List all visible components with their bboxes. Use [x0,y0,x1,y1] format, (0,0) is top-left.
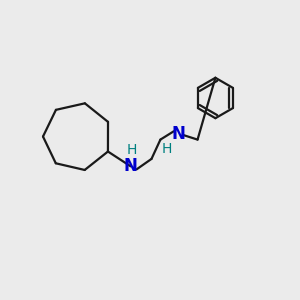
Text: N: N [171,125,185,143]
Text: H: H [127,143,137,157]
Text: H: H [161,142,172,155]
Text: N: N [124,157,138,175]
